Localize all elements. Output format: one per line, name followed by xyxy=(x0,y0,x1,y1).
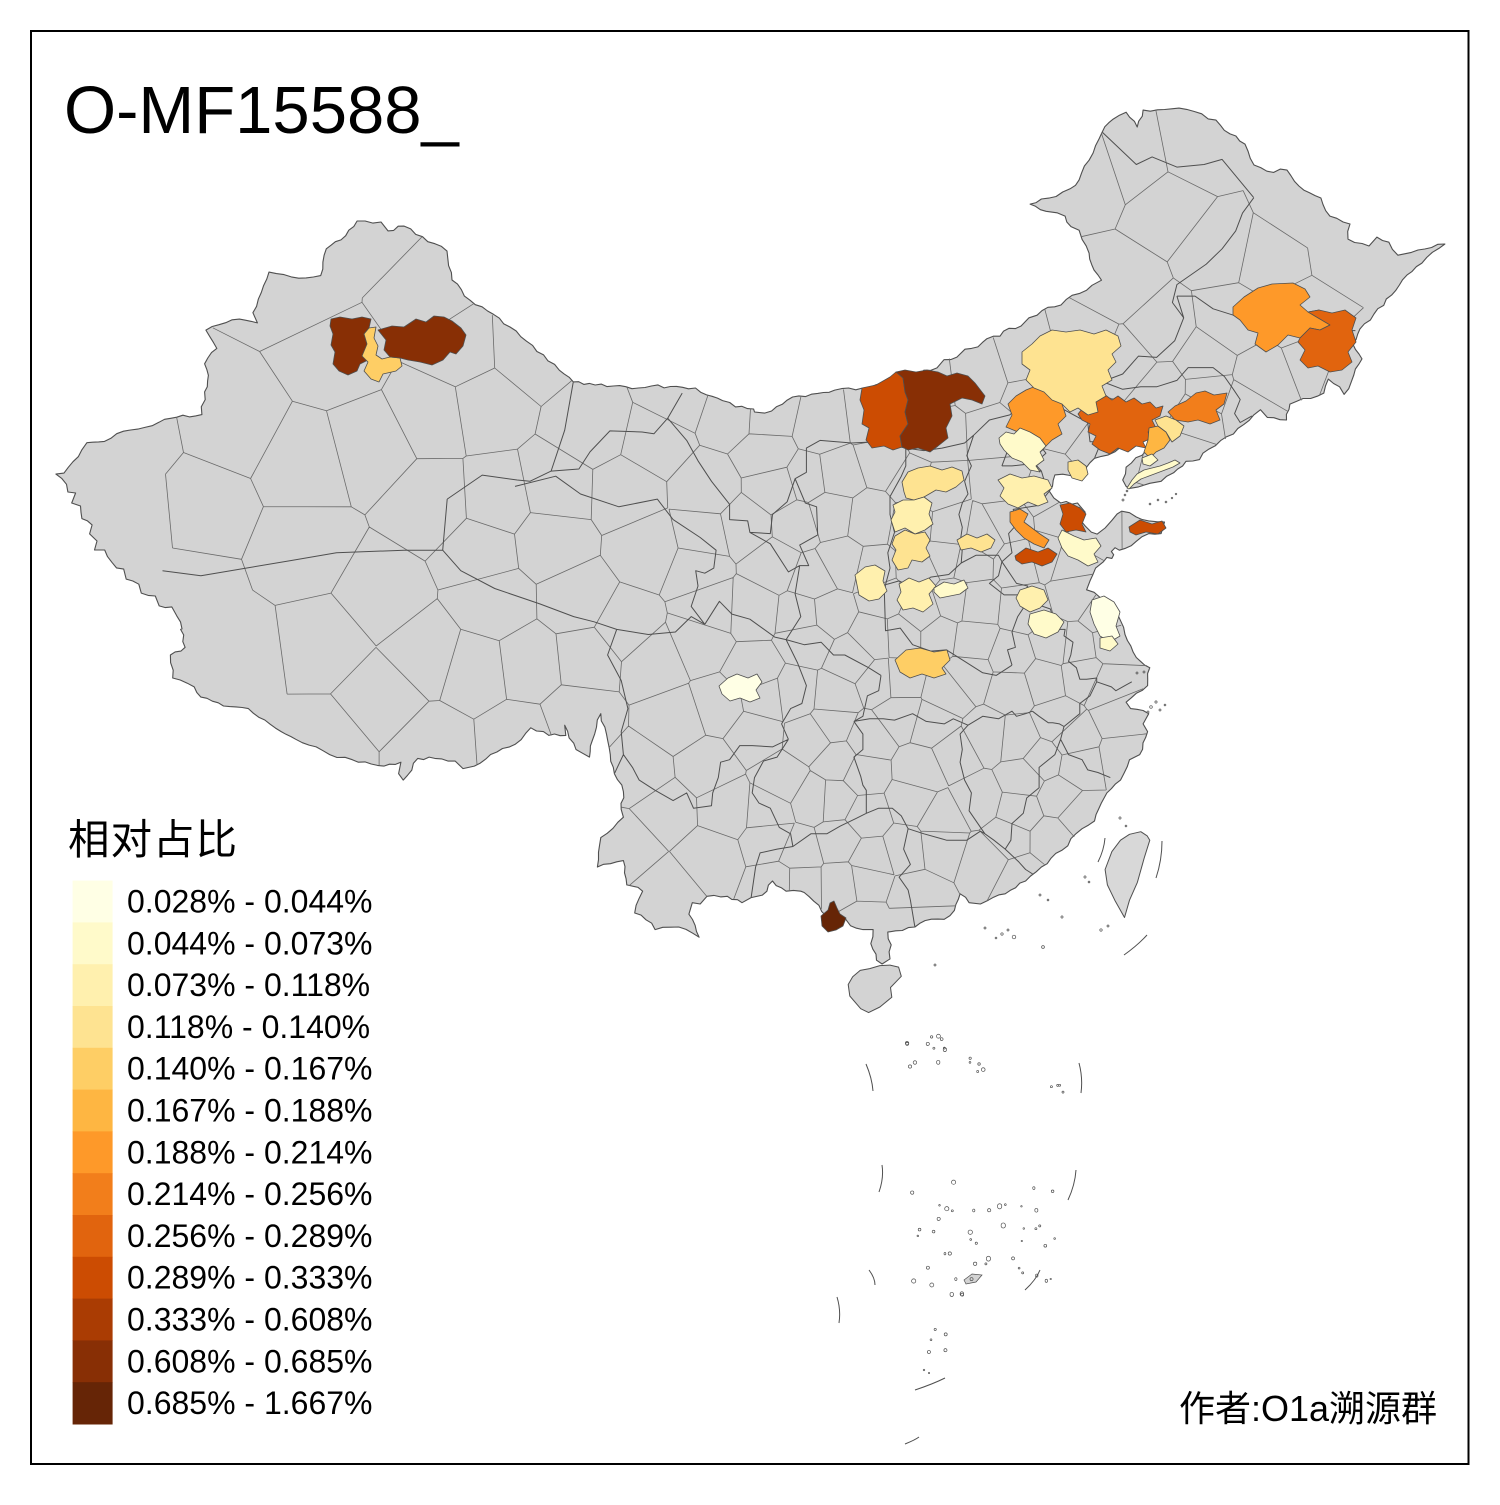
svg-text:0.188% - 0.214%: 0.188% - 0.214% xyxy=(127,1134,373,1170)
svg-text:0.214% - 0.256%: 0.214% - 0.256% xyxy=(127,1176,373,1212)
svg-text:作者:O1a溯源群: 作者:O1a溯源群 xyxy=(1179,1388,1437,1429)
svg-text:O-MF15588_: O-MF15588_ xyxy=(64,73,460,148)
svg-text:0.608% - 0.685%: 0.608% - 0.685% xyxy=(127,1343,373,1379)
svg-text:0.073% - 0.118%: 0.073% - 0.118% xyxy=(127,967,370,1003)
svg-text:0.140% - 0.167%: 0.140% - 0.167% xyxy=(127,1051,373,1087)
svg-text:0.289% - 0.333%: 0.289% - 0.333% xyxy=(127,1260,373,1296)
svg-text:0.256% - 0.289%: 0.256% - 0.289% xyxy=(127,1218,373,1254)
svg-text:0.118% - 0.140%: 0.118% - 0.140% xyxy=(127,1009,370,1045)
svg-text:0.685% - 1.667%: 0.685% - 1.667% xyxy=(127,1385,373,1421)
svg-text:0.167% - 0.188%: 0.167% - 0.188% xyxy=(127,1093,373,1129)
svg-text:0.028% - 0.044%: 0.028% - 0.044% xyxy=(127,884,373,920)
svg-text:0.333% - 0.608%: 0.333% - 0.608% xyxy=(127,1302,373,1338)
svg-text:相对占比: 相对占比 xyxy=(68,816,238,863)
svg-text:0.044% - 0.073%: 0.044% - 0.073% xyxy=(127,925,373,961)
